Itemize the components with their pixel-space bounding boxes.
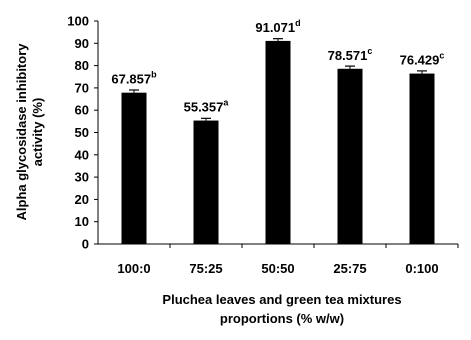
x-axis-title-line1: Pluchea leaves and green tea mixtures [162, 292, 401, 307]
y-tick-label: 70 [75, 80, 89, 95]
x-category-label: 50:50 [261, 261, 294, 276]
data-labels: 67.857b 55.357a 91.071d 78.571c 76.429c [111, 18, 444, 115]
y-axis-title-line2: activity (%) [30, 98, 45, 167]
y-tick-label: 10 [75, 214, 89, 229]
data-label: 76.429c [400, 51, 445, 68]
y-tick-label: 100 [67, 14, 89, 29]
significance-letter: b [151, 70, 157, 80]
x-axis-title-line2: proportions (% w/w) [220, 311, 344, 326]
data-label: 55.357a [184, 98, 230, 115]
data-label: 78.571c [328, 46, 373, 63]
significance-letter: d [295, 18, 301, 28]
y-tick-label: 80 [75, 58, 89, 73]
y-tick-label: 90 [75, 36, 89, 51]
y-tick-label: 50 [75, 125, 89, 140]
y-axis-title-line1: Alpha glycosidase inhibitory [14, 43, 29, 221]
y-tick-label: 60 [75, 103, 89, 118]
significance-letter: a [223, 98, 229, 108]
bars [121, 38, 435, 245]
bar [121, 92, 147, 244]
x-category-label: 25:75 [333, 261, 366, 276]
y-tick-label: 20 [75, 192, 89, 207]
data-label: 91.071d [255, 18, 300, 35]
significance-letter: c [439, 51, 444, 61]
bar [409, 73, 435, 245]
x-axis: 100:0 75:25 50:50 25:75 0:100 [98, 243, 459, 276]
y-tick-label: 0 [82, 237, 89, 252]
bar [193, 120, 219, 244]
x-category-label: 0:100 [405, 261, 438, 276]
y-axis: 0 10 20 30 40 50 60 70 80 90 100 [67, 14, 99, 252]
x-category-label: 100:0 [117, 261, 150, 276]
y-tick-label: 30 [75, 170, 89, 185]
bar [265, 40, 291, 245]
y-tick-label: 40 [75, 147, 89, 162]
significance-letter: c [367, 46, 372, 56]
data-label: 67.857b [111, 70, 157, 87]
bar [337, 68, 363, 244]
x-category-label: 75:25 [189, 261, 222, 276]
